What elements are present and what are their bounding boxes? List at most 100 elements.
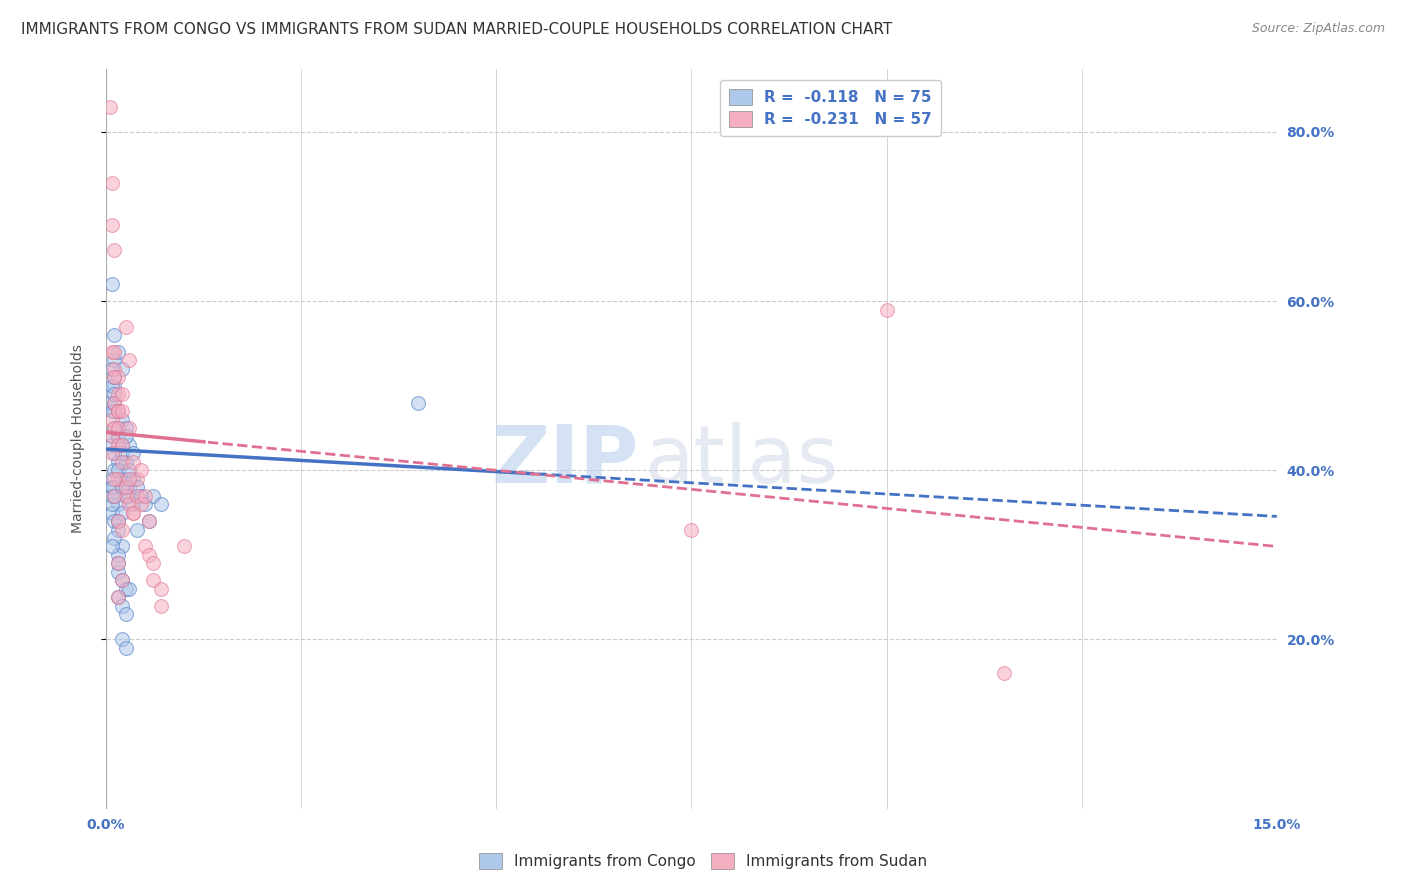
Point — [107, 463, 129, 477]
Point — [127, 472, 149, 486]
Point — [111, 574, 134, 588]
Point — [103, 421, 125, 435]
Point — [101, 218, 124, 232]
Point — [100, 497, 122, 511]
Point — [107, 404, 129, 418]
Point — [101, 345, 124, 359]
Point — [103, 353, 125, 368]
Point — [114, 640, 136, 655]
Point — [101, 404, 124, 418]
Point — [114, 429, 136, 443]
Point — [103, 489, 125, 503]
Point — [107, 387, 129, 401]
Point — [118, 353, 141, 368]
Point — [107, 345, 129, 359]
Point — [107, 591, 129, 605]
Point — [107, 548, 129, 562]
Point — [107, 455, 129, 469]
Point — [103, 361, 125, 376]
Point — [103, 378, 125, 392]
Point — [134, 497, 156, 511]
Point — [107, 421, 129, 435]
Point — [114, 319, 136, 334]
Point — [111, 523, 134, 537]
Point — [107, 557, 129, 571]
Point — [129, 497, 152, 511]
Point — [101, 412, 124, 426]
Point — [118, 438, 141, 452]
Point — [107, 370, 129, 384]
Point — [111, 574, 134, 588]
Point — [138, 548, 160, 562]
Point — [103, 446, 125, 460]
Point — [114, 455, 136, 469]
Point — [122, 446, 145, 460]
Point — [103, 531, 125, 545]
Point — [122, 506, 145, 520]
Point — [100, 176, 122, 190]
Point — [107, 514, 129, 528]
Point — [127, 489, 149, 503]
Point — [103, 387, 125, 401]
Point — [118, 489, 141, 503]
Point — [173, 540, 195, 554]
Y-axis label: Married-couple Households: Married-couple Households — [72, 344, 86, 533]
Point — [103, 328, 125, 343]
Point — [111, 404, 134, 418]
Text: ZIP: ZIP — [492, 422, 638, 500]
Point — [122, 506, 145, 520]
Point — [118, 480, 141, 494]
Point — [101, 480, 124, 494]
Point — [111, 472, 134, 486]
Point — [107, 429, 129, 443]
Point — [100, 489, 122, 503]
Point — [993, 666, 1015, 681]
Point — [122, 497, 145, 511]
Point — [114, 489, 136, 503]
Point — [138, 514, 160, 528]
Point — [98, 99, 121, 113]
Point — [114, 480, 136, 494]
Point — [107, 591, 129, 605]
Point — [103, 463, 125, 477]
Point — [101, 446, 124, 460]
Point — [114, 472, 136, 486]
Point — [100, 506, 122, 520]
Point — [114, 582, 136, 596]
Point — [103, 472, 125, 486]
Point — [100, 429, 122, 443]
Point — [142, 557, 165, 571]
Point — [107, 404, 129, 418]
Point — [107, 557, 129, 571]
Point — [127, 480, 149, 494]
Point — [111, 599, 134, 613]
Point — [103, 345, 125, 359]
Point — [122, 472, 145, 486]
Point — [100, 472, 122, 486]
Point — [107, 523, 129, 537]
Point — [138, 514, 160, 528]
Point — [129, 463, 152, 477]
Legend: Immigrants from Congo, Immigrants from Sudan: Immigrants from Congo, Immigrants from S… — [472, 847, 934, 875]
Point — [103, 395, 125, 409]
Point — [142, 574, 165, 588]
Point — [101, 540, 124, 554]
Point — [107, 438, 129, 452]
Point — [114, 421, 136, 435]
Point — [101, 429, 124, 443]
Point — [101, 277, 124, 292]
Point — [107, 404, 129, 418]
Point — [134, 540, 156, 554]
Point — [114, 489, 136, 503]
Point — [103, 421, 125, 435]
Point — [149, 497, 172, 511]
Point — [129, 489, 152, 503]
Legend: R =  -0.118   N = 75, R =  -0.231   N = 57: R = -0.118 N = 75, R = -0.231 N = 57 — [720, 80, 942, 136]
Point — [127, 523, 149, 537]
Point — [122, 455, 145, 469]
Point — [149, 582, 172, 596]
Point — [111, 540, 134, 554]
Point — [111, 412, 134, 426]
Point — [111, 387, 134, 401]
Point — [103, 370, 125, 384]
